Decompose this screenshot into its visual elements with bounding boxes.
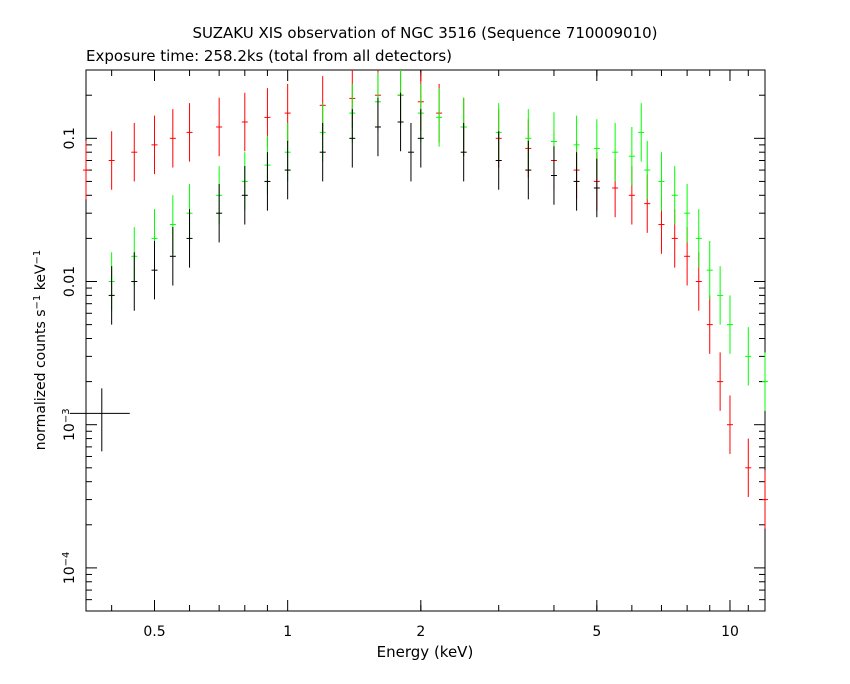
data-point [573,152,580,211]
y-tick-label-exp: −4 [61,552,72,567]
y-tick-label-group: 0.1 [62,127,78,149]
data-point [717,266,724,325]
plot-area [85,69,766,612]
annotation-error-cross [69,388,130,452]
series-1 [108,70,768,411]
data-point [745,327,752,386]
data-point [644,140,651,200]
chart-title: SUZAKU XIS observation of NGC 3516 (Sequ… [192,24,657,42]
chart-subtitle: Exposure time: 258.2ks (total from all d… [86,47,452,65]
x-tick-label: 0.5 [143,624,165,640]
data-point [241,92,248,152]
y-axis-label-text: normalized counts s−1 keV−1 [32,250,50,451]
data-point [593,158,600,218]
data-point [284,140,291,200]
y-axis-label-part: keV [33,264,49,295]
y-tick-label-group: 10−3 [61,408,79,441]
y-tick-label: 10−3 [61,408,79,441]
y-tick-label: 10−4 [61,552,79,585]
y-tick-label-group: 10−4 [61,552,79,585]
x-tick-label: 2 [416,624,425,640]
annotations [69,388,130,452]
data-point [349,109,356,168]
data-point [745,438,752,498]
data-point [762,470,768,529]
data-point [525,140,532,200]
data-point [550,146,557,205]
data-point [151,115,158,175]
data-point [726,295,733,354]
data-point [216,97,223,157]
data-point [658,152,665,211]
y-axis-label-superscript: −1 [32,250,43,265]
data-point [717,352,724,411]
data-point [684,183,691,243]
data-point [264,152,271,211]
x-axis-label: Energy (keV) [377,643,474,661]
y-axis-label-superscript: −1 [32,295,43,310]
data-point [706,295,713,354]
series-0 [83,70,768,529]
data-point [628,126,635,186]
y-tick-label-exp: −3 [61,408,72,423]
y-tick-label-base: 10 [62,566,78,584]
data-point [436,88,443,147]
data-point [762,352,768,411]
data-point [241,166,248,225]
data-point [186,209,193,268]
data-point [169,227,176,286]
data-point [695,209,702,268]
data-point [131,252,138,311]
x-tick-label: 5 [592,624,601,640]
data-point [417,109,424,168]
y-axis-label-part: normalized counts s [33,309,49,450]
plot-frame [85,69,766,612]
y-tick-label-group: 0.01 [62,266,78,297]
x-tick-label: 1 [283,624,292,640]
data-point [151,240,158,300]
series-2 [108,92,600,325]
data-point [319,122,326,182]
data-point [108,266,115,325]
data-point [460,122,467,182]
data-point [671,166,678,225]
y-tick-label-base: 10 [62,423,78,441]
data-point [638,103,645,162]
data-point [706,240,713,300]
y-tick-label: 0.1 [62,127,78,149]
data-point [216,183,223,243]
data-point [407,122,414,182]
data-point [612,122,619,182]
data-series [83,70,768,529]
data-point [374,97,381,157]
data-point [186,103,193,162]
y-tick-label: 0.01 [62,266,78,297]
data-point [131,122,138,182]
x-tick-label: 10 [721,624,739,640]
data-point [169,109,176,168]
data-point [726,395,733,454]
y-axis-label: normalized counts s−1 keV−1 [32,250,50,451]
data-point [83,140,89,200]
data-point [397,92,404,152]
data-point [495,131,502,190]
data-point [108,131,115,190]
